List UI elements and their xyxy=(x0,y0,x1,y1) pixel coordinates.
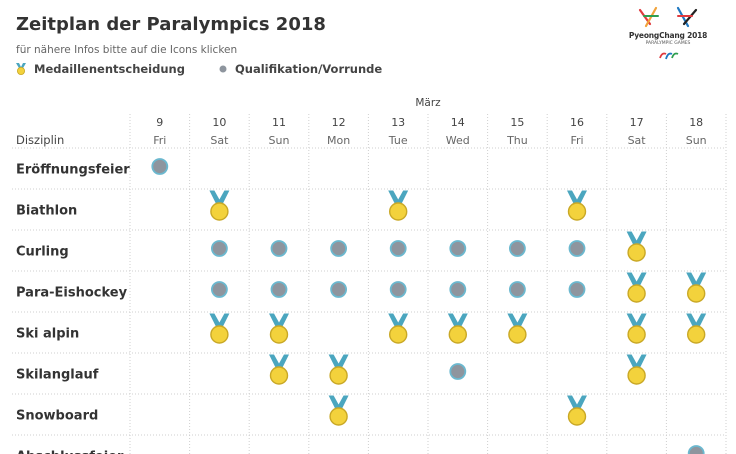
discipline-label: Curling xyxy=(16,245,69,260)
day-number: 18 xyxy=(689,116,703,129)
medal-icon[interactable] xyxy=(209,190,230,221)
row-header-label: Disziplin xyxy=(16,133,64,147)
medal-icon[interactable] xyxy=(269,313,289,344)
medal-icon[interactable] xyxy=(686,272,707,303)
discipline-label: Eröffnungsfeier xyxy=(16,163,130,178)
day-number: 15 xyxy=(510,116,524,129)
qualification-dot-icon[interactable] xyxy=(270,240,288,257)
day-number: 11 xyxy=(272,116,286,129)
day-weekday: Fri xyxy=(153,134,166,147)
day-number: 12 xyxy=(332,116,346,129)
paralympics-emblem-icon xyxy=(638,6,698,60)
medal-icon[interactable] xyxy=(567,395,587,426)
day-number: 9 xyxy=(156,116,163,129)
pyeongchang-logo: PyeongChang 2018 PARALYMPIC GAMES xyxy=(620,2,716,68)
discipline-label: Para-Eishockey xyxy=(16,286,128,301)
day-number: 13 xyxy=(391,116,405,129)
medal-icon[interactable] xyxy=(388,313,409,344)
day-weekday: Sat xyxy=(210,134,229,147)
day-number: 17 xyxy=(630,116,644,129)
day-weekday: Sun xyxy=(686,134,707,147)
dot-icon xyxy=(219,65,227,73)
legend-qualification-label: Qualifikation/Vorrunde xyxy=(235,62,383,76)
medal-icon[interactable] xyxy=(626,354,647,385)
medal-icon[interactable] xyxy=(507,313,528,344)
medal-icon[interactable] xyxy=(447,313,468,344)
qualification-dot-icon[interactable] xyxy=(509,240,526,257)
qualification-dot-icon[interactable] xyxy=(210,240,228,257)
page-title: Zeitplan der Paralympics 2018 xyxy=(16,14,326,35)
medal-icon[interactable] xyxy=(269,354,289,385)
medal-icon[interactable] xyxy=(388,190,409,221)
medal-icon[interactable] xyxy=(567,190,587,221)
day-weekday: Fri xyxy=(570,134,583,147)
medal-icon[interactable] xyxy=(328,354,349,385)
legend-medal: Medaillenentscheidung xyxy=(16,62,185,76)
day-weekday: Tue xyxy=(388,134,408,147)
qualification-dot-icon[interactable] xyxy=(330,240,348,257)
day-number: 16 xyxy=(570,116,584,129)
discipline-label: Ski alpin xyxy=(16,327,79,342)
qualification-dot-icon[interactable] xyxy=(449,281,467,298)
discipline-label: Snowboard xyxy=(16,409,98,424)
discipline-label: Abschlussfeier xyxy=(16,450,124,454)
qualification-dot-icon[interactable] xyxy=(449,363,467,380)
day-weekday: Wed xyxy=(446,134,470,147)
day-weekday: Sun xyxy=(269,134,290,147)
day-weekday: Sat xyxy=(628,134,647,147)
qualification-dot-icon[interactable] xyxy=(687,445,705,454)
legend-qualification: Qualifikation/Vorrunde xyxy=(219,62,382,76)
logo-main-text: PyeongChang 2018 xyxy=(628,31,708,40)
discipline-label: Biathlon xyxy=(16,204,77,219)
medal-icon[interactable] xyxy=(328,395,349,426)
qualification-dot-icon[interactable] xyxy=(509,281,526,298)
legend-medal-label: Medaillenentscheidung xyxy=(34,62,185,76)
qualification-dot-icon[interactable] xyxy=(389,240,407,257)
medal-icon[interactable] xyxy=(626,313,647,344)
day-weekday: Thu xyxy=(506,134,528,147)
qualification-dot-icon[interactable] xyxy=(210,281,228,298)
medal-icon[interactable] xyxy=(626,272,647,303)
day-number: 14 xyxy=(451,116,465,129)
day-weekday: Mon xyxy=(327,134,350,147)
qualification-dot-icon[interactable] xyxy=(449,240,467,257)
medal-icon xyxy=(16,63,26,75)
qualification-dot-icon[interactable] xyxy=(568,281,586,298)
qualification-dot-icon[interactable] xyxy=(151,158,169,175)
month-label: März xyxy=(415,97,441,109)
medal-icon[interactable] xyxy=(626,231,647,262)
qualification-dot-icon[interactable] xyxy=(389,281,407,298)
day-number: 10 xyxy=(212,116,226,129)
page-subtitle: für nähere Infos bitte auf die Icons kli… xyxy=(16,44,238,56)
qualification-dot-icon[interactable] xyxy=(568,240,586,257)
qualification-dot-icon[interactable] xyxy=(270,281,288,298)
discipline-label: Skilanglauf xyxy=(16,368,99,383)
logo-sub-text: PARALYMPIC GAMES xyxy=(645,41,691,46)
medal-icon[interactable] xyxy=(209,313,230,344)
medal-icon[interactable] xyxy=(686,313,707,344)
qualification-dot-icon[interactable] xyxy=(330,281,348,298)
